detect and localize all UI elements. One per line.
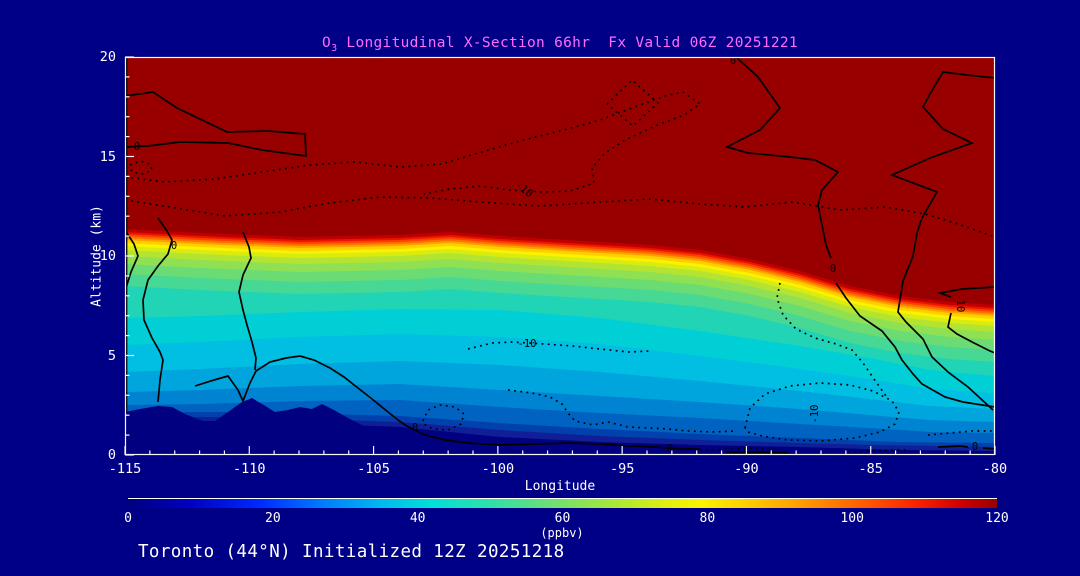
contour-label: -10	[518, 338, 537, 350]
colorbar-tick-label: 20	[265, 511, 281, 526]
y-tick-label: 15	[99, 148, 116, 165]
contour-line-dotted	[125, 196, 995, 238]
contour-line-solid	[238, 231, 257, 371]
contour-line-solid	[142, 217, 173, 403]
x-tick-label: -90	[734, 461, 759, 477]
contour-line-dotted	[699, 447, 776, 451]
title-species-subscript: 3	[331, 43, 338, 54]
x-tick-label: -85	[858, 461, 883, 477]
contour-line-solid	[936, 286, 995, 298]
colorbar	[128, 498, 997, 508]
colorbar-tick-label: 40	[409, 511, 426, 526]
contour-label: 0	[730, 55, 736, 67]
initialization-caption: Toronto (44°N) Initialized 12Z 20251218	[138, 542, 565, 562]
contour-line-solid	[125, 91, 307, 157]
colorbar-tick-label: 80	[699, 511, 716, 526]
contour-line-solid	[125, 229, 139, 289]
colorbar-tick-label: 0	[124, 511, 132, 526]
contour-label: 0	[134, 141, 140, 153]
x-tick-label: -115	[108, 461, 142, 477]
y-tick-label: 5	[107, 347, 116, 364]
colorbar-units-label: (ppbv)	[540, 526, 584, 540]
contour-label: 0	[667, 443, 673, 455]
colorbar-tick-label: 60	[554, 511, 571, 526]
contour-label: 0	[830, 263, 836, 275]
title-species: O	[322, 35, 332, 51]
x-tick-label: -105	[357, 461, 390, 477]
y-tick-label: 20	[99, 49, 116, 65]
x-tick-label: -80	[982, 461, 1008, 477]
y-tick-label: 0	[107, 447, 116, 463]
chart-title: O3 Longitudinal X-Section 66hr Fx Valid …	[25, 35, 1080, 54]
contour-line-solid	[982, 447, 995, 450]
terrain-silhouette	[125, 398, 995, 455]
contour-line-solid	[889, 71, 995, 411]
contour-line-dotted	[467, 341, 651, 353]
contour-label: -10	[809, 405, 821, 424]
contour-line-solid	[724, 57, 840, 259]
contour-line-dotted	[606, 78, 660, 128]
contour-line-solid	[835, 282, 995, 408]
contour-line-solid	[947, 312, 995, 354]
colorbar-tick-label: 120	[985, 511, 1009, 526]
contour-line-dotted	[744, 382, 900, 442]
axis-ticks	[124, 56, 996, 456]
x-axis-title: Longitude	[524, 479, 596, 494]
x-tick-label: -110	[233, 461, 266, 477]
contour-label: 0	[171, 240, 177, 252]
contour-line-dotted	[507, 389, 736, 433]
x-tick-label: -100	[481, 461, 515, 477]
contour-line-solid	[937, 445, 969, 448]
contour-label: 0	[972, 441, 978, 453]
contour-label: 10	[954, 300, 966, 313]
title-text: Longitudinal X-Section 66hr Fx Valid 06Z…	[337, 35, 798, 51]
x-tick-label: -95	[609, 461, 635, 477]
contour-line-solid	[726, 451, 789, 454]
contour-line-solid	[194, 355, 700, 450]
colorbar-tick-label: 100	[840, 511, 864, 526]
y-tick-label: 10	[99, 248, 116, 264]
contour-label: 0	[412, 422, 418, 434]
